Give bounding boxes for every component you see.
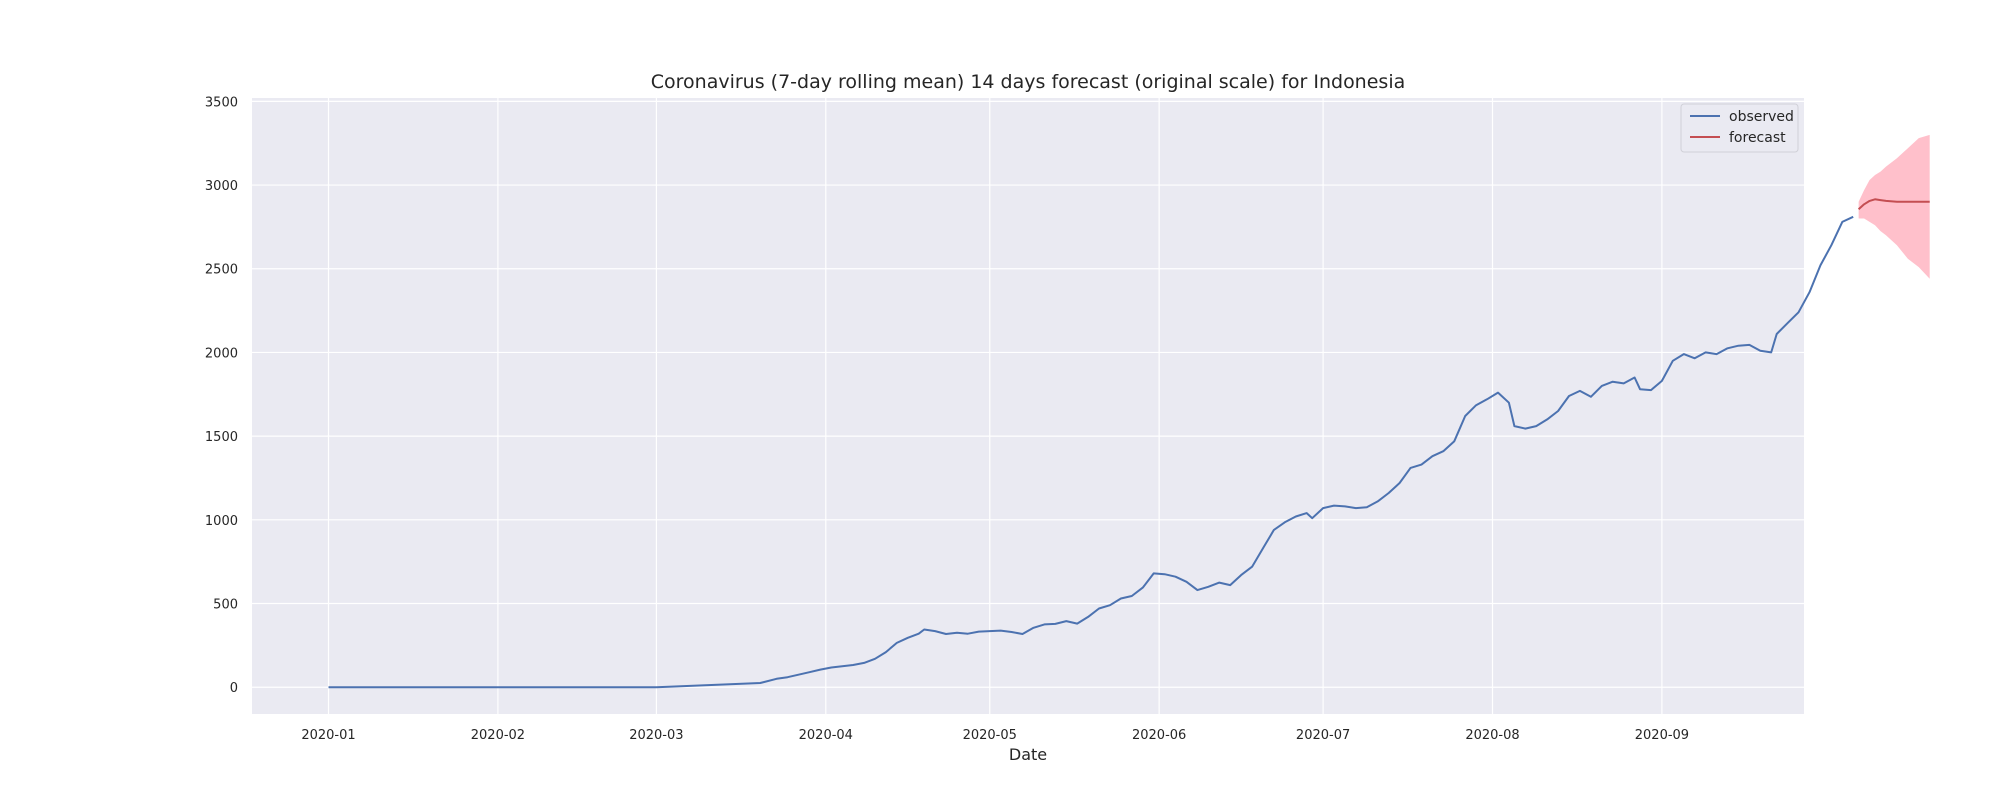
x-tick-label: 2020-03 bbox=[629, 728, 683, 743]
x-tick-label: 2020-08 bbox=[1465, 728, 1519, 743]
series-layer bbox=[328, 198, 1930, 689]
chart-title: Coronavirus (7-day rolling mean) 14 days… bbox=[651, 71, 1406, 93]
x-tick-label: 2020-01 bbox=[301, 728, 355, 743]
y-tick-label: 3000 bbox=[205, 179, 238, 194]
x-tick-label: 2020-02 bbox=[471, 728, 525, 743]
observed-series-line bbox=[328, 215, 1854, 689]
x-tick-label: 2020-05 bbox=[963, 728, 1017, 743]
y-tick-label: 2000 bbox=[205, 346, 238, 361]
y-tick-label: 1500 bbox=[205, 430, 238, 445]
y-tick-label: 0 bbox=[230, 681, 238, 696]
legend: observed forecast bbox=[1680, 103, 1799, 153]
y-tick-label: 3500 bbox=[205, 95, 238, 110]
confidence-band-layer bbox=[1858, 134, 1930, 279]
x-tick-label: 2020-07 bbox=[1296, 728, 1350, 743]
y-tick-labels: 0 500 1000 1500 2000 2500 3000 3500 bbox=[205, 95, 238, 696]
plot-background bbox=[252, 98, 1804, 714]
y-tick-label: 1000 bbox=[205, 514, 238, 529]
legend-forecast-label: forecast bbox=[1729, 130, 1786, 146]
grid bbox=[252, 98, 1804, 714]
x-tick-labels: 2020-01 2020-02 2020-03 2020-04 2020-05 2020-… bbox=[301, 728, 1689, 743]
forecast-series-line bbox=[1857, 198, 1930, 211]
x-tick-label: 2020-06 bbox=[1132, 728, 1186, 743]
forecast-confidence-band bbox=[1858, 134, 1930, 279]
legend-observed-label: observed bbox=[1729, 109, 1794, 125]
y-tick-label: 500 bbox=[213, 598, 238, 613]
x-tick-label: 2020-09 bbox=[1635, 728, 1689, 743]
x-axis-label: Date bbox=[1009, 745, 1047, 764]
y-tick-label: 2500 bbox=[205, 263, 238, 278]
x-tick-label: 2020-04 bbox=[799, 728, 853, 743]
